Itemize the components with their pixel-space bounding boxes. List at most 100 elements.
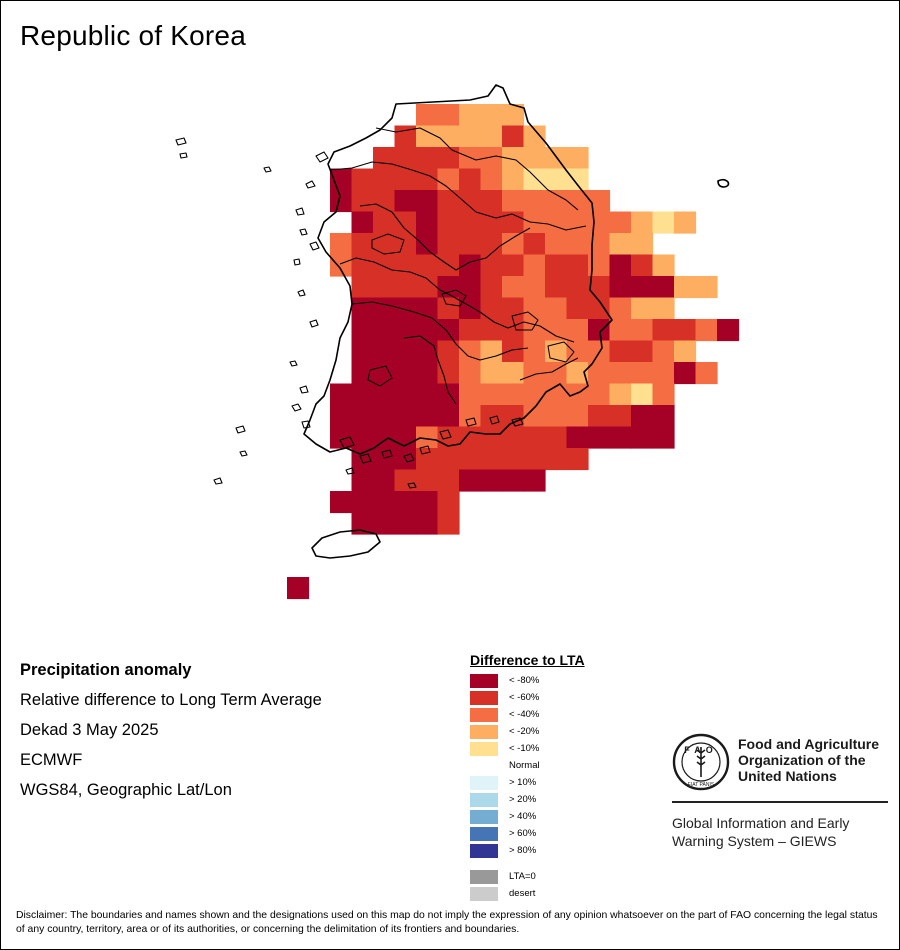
anomaly-cell [394,190,417,213]
anomaly-cell [566,190,589,213]
anomaly-cell [609,405,632,428]
anomaly-cell [588,362,611,385]
anomaly-cell [416,168,439,191]
anomaly-cell [394,168,417,191]
anomaly-cell [459,340,482,363]
anomaly-cell [394,276,417,299]
legend-extra-row: desert [470,886,585,903]
info-line-4: WGS84, Geographic Lat/Lon [20,781,232,799]
anomaly-cell [695,276,718,299]
anomaly-cell [609,383,632,406]
fao-logo-letters: FAO [684,745,718,755]
anomaly-cell [480,233,503,256]
map-title: Republic of Korea [20,20,246,51]
anomaly-cell [502,469,525,492]
anomaly-cell [502,125,525,148]
legend-label: > 40% [509,811,537,822]
legend-swatch [470,742,498,756]
anomaly-cell [330,233,353,256]
legend-label: < -40% [509,709,540,720]
anomaly-cell [523,297,546,320]
anomaly-cell [566,147,589,170]
precipitation-map [175,84,740,600]
anomaly-cell [588,297,611,320]
anomaly-cell [480,168,503,191]
anomaly-cell [437,211,460,234]
anomaly-cell [459,469,482,492]
anomaly-cell [373,147,396,170]
anomaly-cell [330,426,353,449]
anomaly-cell [373,319,396,342]
anomaly-cell [330,190,353,213]
west-islands [175,137,329,485]
anomaly-cell [523,383,546,406]
legend-label: < -60% [509,692,540,703]
anomaly-cell [502,426,525,449]
anomaly-cell [652,276,675,299]
anomaly-cell [459,297,482,320]
anomaly-cell [394,405,417,428]
anomaly-cell [351,383,374,406]
anomaly-cell [416,125,439,148]
anomaly-cell [373,168,396,191]
anomaly-cell [523,147,546,170]
legend-row: > 10% [470,775,585,792]
anomaly-cell [480,276,503,299]
fao-org-line-3: United Nations [738,768,837,784]
anomaly-cell [631,426,654,449]
anomaly-cell [416,512,439,535]
legend-extra-items: LTA=0 desert [470,869,585,903]
anomaly-cell [437,168,460,191]
anomaly-cell [459,190,482,213]
anomaly-cell [588,190,611,213]
anomaly-cell [523,168,546,191]
fao-org-line-1: Food and Agriculture [738,736,880,752]
anomaly-cell [480,469,503,492]
anomaly-cell [437,190,460,213]
anomaly-cell [674,319,697,342]
anomaly-cell [502,297,525,320]
anomaly-cell [373,469,396,492]
anomaly-cell [394,383,417,406]
anomaly-cell [373,276,396,299]
anomaly-cell [330,491,353,514]
anomaly-cell [523,125,546,148]
anomaly-cell [588,276,611,299]
anomaly-cell [373,512,396,535]
legend-extra-label: LTA=0 [509,871,536,882]
anomaly-cell [631,233,654,256]
anomaly-cell [394,362,417,385]
legend-swatch [470,674,498,688]
legend-row: > 60% [470,826,585,843]
anomaly-cell [545,276,568,299]
anomaly-cell [416,362,439,385]
anomaly-cell [566,362,589,385]
anomaly-cell [566,168,589,191]
anomaly-cell [523,319,546,342]
anomaly-cell [459,405,482,428]
anomaly-cell [480,448,503,471]
anomaly-cell [588,211,611,234]
anomaly-cell [502,448,525,471]
legend-row: Normal [470,758,585,775]
anomaly-cell [502,190,525,213]
legend-swatch [470,725,498,739]
anomaly-cell [351,297,374,320]
fao-logo-inner-ring [681,742,721,782]
anomaly-cell [588,426,611,449]
anomaly-cell [480,340,503,363]
anomaly-cell [717,319,740,342]
giews-name: Global Information and Early Warning Sys… [672,814,849,850]
anomaly-cell [459,125,482,148]
anomaly-cell [674,362,697,385]
anomaly-cell [674,340,697,363]
anomaly-cell [373,491,396,514]
korea-outline [175,84,730,559]
legend-swatch [470,810,498,824]
anomaly-cell [502,254,525,277]
anomaly-cell [416,340,439,363]
anomaly-cell [373,254,396,277]
anomaly-cell [459,254,482,277]
anomaly-cell [545,254,568,277]
anomaly-cell [523,340,546,363]
